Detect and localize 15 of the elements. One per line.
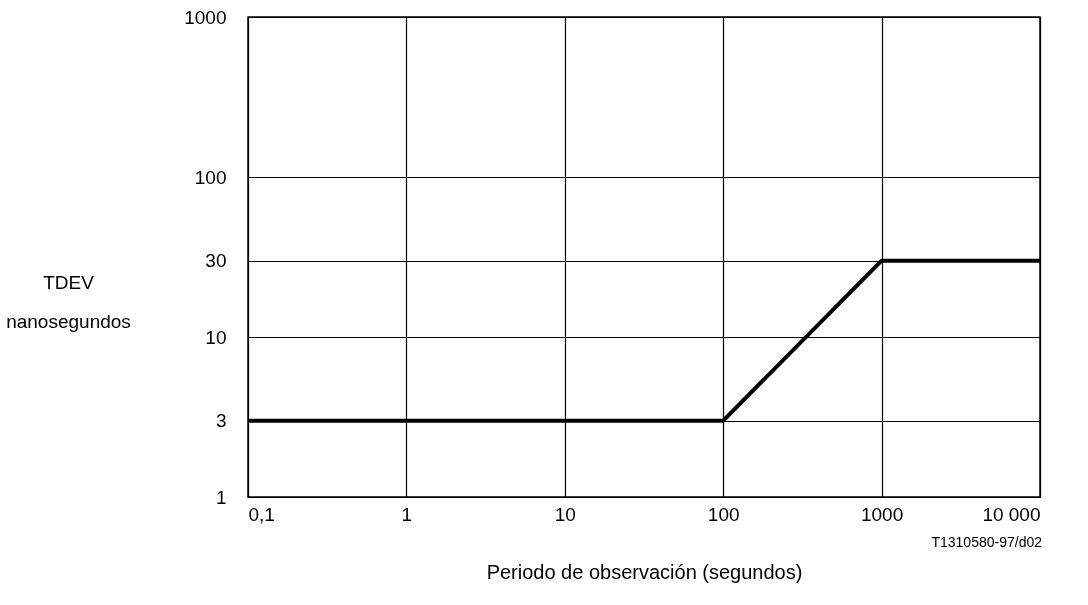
y-tick-label: 100 [194,166,227,188]
x-tick-label: 10 000 [982,503,1041,525]
y-tick-label: 3 [215,410,227,432]
y-axis-title: TDEV nanosegundos [6,271,131,332]
y-tick-label: 1 [215,486,227,508]
y-tick-label: 10 [205,326,227,348]
x-tick-label: 100 [707,503,740,525]
y-tick-label: 30 [205,250,227,272]
x-tick-label: 1000 [860,503,904,525]
x-tick-label: 10 [554,503,576,525]
x-axis-title: Periodo de observación (segundos) [486,560,803,583]
text: T1310580-97/d02 [931,534,1043,550]
x-tick-label: 0,1 [248,503,275,525]
x-tick-label: 1 [401,503,413,525]
y-tick-label: 1000 [184,6,227,28]
